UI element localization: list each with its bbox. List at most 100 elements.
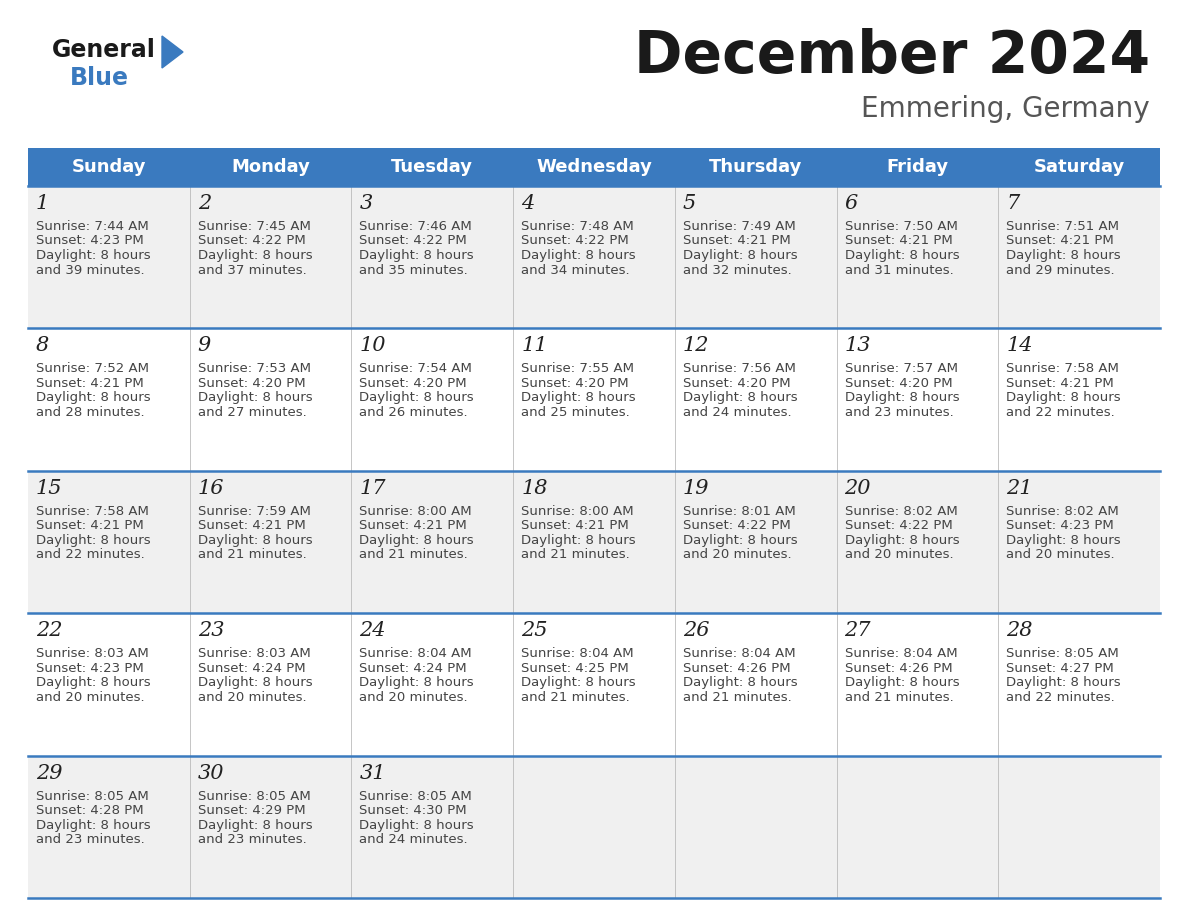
Text: 24: 24 (360, 621, 386, 640)
Text: Sunrise: 8:01 AM: Sunrise: 8:01 AM (683, 505, 796, 518)
Text: Daylight: 8 hours: Daylight: 8 hours (845, 249, 959, 262)
Text: Sunrise: 7:45 AM: Sunrise: 7:45 AM (197, 220, 310, 233)
Text: and 20 minutes.: and 20 minutes. (197, 690, 307, 704)
Text: Daylight: 8 hours: Daylight: 8 hours (522, 391, 636, 405)
Text: and 21 minutes.: and 21 minutes. (522, 548, 630, 561)
Polygon shape (162, 36, 183, 68)
Text: Sunrise: 7:50 AM: Sunrise: 7:50 AM (845, 220, 958, 233)
Text: and 21 minutes.: and 21 minutes. (683, 690, 791, 704)
Text: Sunset: 4:25 PM: Sunset: 4:25 PM (522, 662, 628, 675)
Bar (29, 613, 1159, 756)
Text: Sunrise: 8:04 AM: Sunrise: 8:04 AM (360, 647, 472, 660)
Text: Blue: Blue (70, 66, 129, 90)
Text: Sunrise: 8:00 AM: Sunrise: 8:00 AM (360, 505, 472, 518)
Text: Sunset: 4:20 PM: Sunset: 4:20 PM (683, 377, 790, 390)
Text: Daylight: 8 hours: Daylight: 8 hours (522, 677, 636, 689)
Bar (29, 329, 1159, 471)
Text: and 26 minutes.: and 26 minutes. (360, 406, 468, 419)
Text: Daylight: 8 hours: Daylight: 8 hours (360, 533, 474, 547)
Text: 11: 11 (522, 336, 548, 355)
Text: 1: 1 (36, 194, 49, 213)
Text: Sunrise: 7:52 AM: Sunrise: 7:52 AM (36, 363, 148, 375)
Text: Sunrise: 7:58 AM: Sunrise: 7:58 AM (36, 505, 148, 518)
Text: 23: 23 (197, 621, 225, 640)
Text: and 20 minutes.: and 20 minutes. (683, 548, 791, 561)
Text: and 35 minutes.: and 35 minutes. (360, 263, 468, 276)
Text: Sunrise: 8:05 AM: Sunrise: 8:05 AM (197, 789, 310, 802)
Text: Emmering, Germany: Emmering, Germany (861, 95, 1150, 123)
Text: Sunset: 4:22 PM: Sunset: 4:22 PM (845, 520, 953, 532)
Text: 31: 31 (360, 764, 386, 783)
Text: Sunrise: 8:04 AM: Sunrise: 8:04 AM (683, 647, 796, 660)
Text: Sunrise: 7:57 AM: Sunrise: 7:57 AM (845, 363, 958, 375)
Text: Sunset: 4:21 PM: Sunset: 4:21 PM (36, 377, 144, 390)
Text: 25: 25 (522, 621, 548, 640)
Text: General: General (52, 38, 156, 62)
Text: Daylight: 8 hours: Daylight: 8 hours (360, 819, 474, 832)
Text: and 39 minutes.: and 39 minutes. (36, 263, 145, 276)
Text: Sunset: 4:20 PM: Sunset: 4:20 PM (522, 377, 628, 390)
Text: and 20 minutes.: and 20 minutes. (1006, 548, 1114, 561)
Text: Sunset: 4:21 PM: Sunset: 4:21 PM (1006, 377, 1114, 390)
Bar (29, 756, 1159, 898)
Text: Sunrise: 7:54 AM: Sunrise: 7:54 AM (360, 363, 473, 375)
Text: Sunset: 4:21 PM: Sunset: 4:21 PM (683, 234, 790, 248)
Text: 5: 5 (683, 194, 696, 213)
Text: Daylight: 8 hours: Daylight: 8 hours (683, 677, 797, 689)
Text: and 28 minutes.: and 28 minutes. (36, 406, 145, 419)
Text: and 20 minutes.: and 20 minutes. (36, 690, 145, 704)
Text: 14: 14 (1006, 336, 1032, 355)
Text: Sunset: 4:21 PM: Sunset: 4:21 PM (845, 234, 953, 248)
Text: 6: 6 (845, 194, 858, 213)
Text: Sunset: 4:21 PM: Sunset: 4:21 PM (360, 520, 467, 532)
Text: Daylight: 8 hours: Daylight: 8 hours (197, 677, 312, 689)
Text: Monday: Monday (232, 158, 310, 176)
Text: and 23 minutes.: and 23 minutes. (197, 834, 307, 846)
Text: Sunset: 4:22 PM: Sunset: 4:22 PM (522, 234, 628, 248)
Text: and 21 minutes.: and 21 minutes. (522, 690, 630, 704)
Text: Friday: Friday (886, 158, 948, 176)
Text: 28: 28 (1006, 621, 1032, 640)
Text: and 20 minutes.: and 20 minutes. (360, 690, 468, 704)
Text: Sunset: 4:23 PM: Sunset: 4:23 PM (36, 234, 144, 248)
Text: Daylight: 8 hours: Daylight: 8 hours (360, 249, 474, 262)
Text: Daylight: 8 hours: Daylight: 8 hours (1006, 677, 1121, 689)
Text: Sunrise: 7:55 AM: Sunrise: 7:55 AM (522, 363, 634, 375)
Text: and 21 minutes.: and 21 minutes. (360, 548, 468, 561)
Text: Sunset: 4:30 PM: Sunset: 4:30 PM (360, 804, 467, 817)
Text: Sunset: 4:21 PM: Sunset: 4:21 PM (522, 520, 628, 532)
Text: and 25 minutes.: and 25 minutes. (522, 406, 630, 419)
Text: Sunrise: 7:44 AM: Sunrise: 7:44 AM (36, 220, 148, 233)
Text: Daylight: 8 hours: Daylight: 8 hours (1006, 391, 1121, 405)
Text: Thursday: Thursday (709, 158, 802, 176)
Text: and 34 minutes.: and 34 minutes. (522, 263, 630, 276)
Text: and 22 minutes.: and 22 minutes. (1006, 406, 1116, 419)
Text: Daylight: 8 hours: Daylight: 8 hours (197, 533, 312, 547)
Text: 21: 21 (1006, 479, 1032, 498)
Text: Sunrise: 7:59 AM: Sunrise: 7:59 AM (197, 505, 310, 518)
Text: 19: 19 (683, 479, 709, 498)
Text: and 20 minutes.: and 20 minutes. (845, 548, 953, 561)
Text: Daylight: 8 hours: Daylight: 8 hours (197, 819, 312, 832)
Text: Daylight: 8 hours: Daylight: 8 hours (1006, 533, 1121, 547)
Text: Sunset: 4:24 PM: Sunset: 4:24 PM (360, 662, 467, 675)
Text: Daylight: 8 hours: Daylight: 8 hours (197, 391, 312, 405)
Text: 4: 4 (522, 194, 535, 213)
Text: Sunset: 4:20 PM: Sunset: 4:20 PM (845, 377, 953, 390)
Text: 13: 13 (845, 336, 871, 355)
Text: Sunrise: 8:02 AM: Sunrise: 8:02 AM (1006, 505, 1119, 518)
Text: and 22 minutes.: and 22 minutes. (36, 548, 145, 561)
Text: and 24 minutes.: and 24 minutes. (360, 834, 468, 846)
Text: 18: 18 (522, 479, 548, 498)
Text: 3: 3 (360, 194, 373, 213)
Text: 17: 17 (360, 479, 386, 498)
Text: Sunrise: 7:56 AM: Sunrise: 7:56 AM (683, 363, 796, 375)
Text: 2: 2 (197, 194, 211, 213)
Text: Sunset: 4:28 PM: Sunset: 4:28 PM (36, 804, 144, 817)
Text: 8: 8 (36, 336, 49, 355)
Text: 20: 20 (845, 479, 871, 498)
Text: Sunrise: 7:51 AM: Sunrise: 7:51 AM (1006, 220, 1119, 233)
Text: and 27 minutes.: and 27 minutes. (197, 406, 307, 419)
Text: Daylight: 8 hours: Daylight: 8 hours (845, 391, 959, 405)
Text: Sunrise: 7:53 AM: Sunrise: 7:53 AM (197, 363, 311, 375)
